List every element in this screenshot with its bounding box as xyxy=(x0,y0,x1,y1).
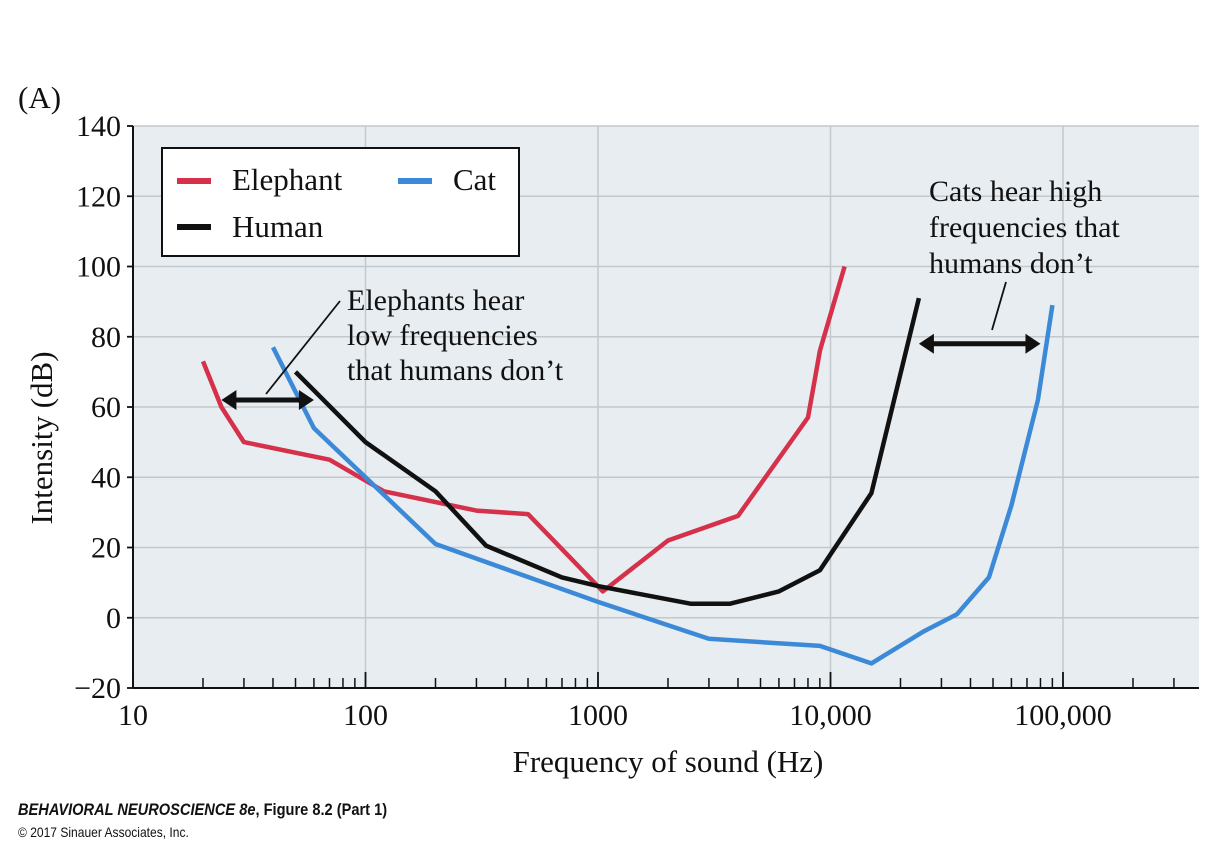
figure-caption: BEHAVIORAL NEUROSCIENCE 8e, Figure 8.2 (… xyxy=(18,800,387,820)
y-tick-label: 40 xyxy=(91,461,121,494)
series-group xyxy=(200,265,1055,666)
annotation-elephants-line-3: that humans don’t xyxy=(347,354,564,387)
y-tick-label: 100 xyxy=(76,251,121,284)
annotation-elephants-leader xyxy=(265,300,341,395)
y-tick-label: 140 xyxy=(76,110,121,143)
legend-label-cat: Cat xyxy=(453,162,496,197)
y-tick-label: 120 xyxy=(76,180,121,213)
annotation-cats-line-2: frequencies that xyxy=(929,211,1120,244)
x-tick-label: 10 xyxy=(118,699,148,732)
caption-figure: , Figure 8.2 (Part 1) xyxy=(255,800,388,819)
y-axis-label: Intensity (dB) xyxy=(24,351,59,524)
arrow-head-left xyxy=(918,333,934,354)
x-tick-label: 10,000 xyxy=(789,699,872,732)
legend-label-human: Human xyxy=(232,209,324,244)
legend-box xyxy=(161,147,520,257)
series-line-cat xyxy=(270,304,1055,666)
annotation-elephants: Elephants hear low frequencies that huma… xyxy=(221,284,564,410)
y-tick-label: −20 xyxy=(74,672,121,705)
y-tick-label: 60 xyxy=(91,391,121,424)
annotation-cats-arrow xyxy=(918,333,1041,354)
legend-label-elephant: Elephant xyxy=(232,162,343,197)
arrow-head-left xyxy=(221,389,237,410)
annotation-cats-line-1: Cats hear high xyxy=(929,175,1102,208)
panel-label: (A) xyxy=(18,80,61,115)
annotation-elephants-line-2: low frequencies xyxy=(347,319,538,352)
annotation-elephants-line-1: Elephants hear xyxy=(347,284,524,317)
x-tick-label: 100,000 xyxy=(1014,699,1112,732)
y-tick-label: 0 xyxy=(106,602,121,635)
x-axis-label: Frequency of sound (Hz) xyxy=(513,744,824,779)
y-tick-label: 80 xyxy=(91,321,121,354)
annotation-cats: Cats hear high frequencies that humans d… xyxy=(918,175,1120,354)
ticks xyxy=(127,125,1175,689)
arrow-head-right xyxy=(298,389,314,410)
legend: Elephant Cat Human xyxy=(161,147,520,257)
copyright: © 2017 Sinauer Associates, Inc. xyxy=(18,824,189,840)
series-line-elephant xyxy=(200,265,847,594)
annotation-cats-line-3: humans don’t xyxy=(929,247,1093,280)
caption-book-title: BEHAVIORAL NEUROSCIENCE 8e xyxy=(18,800,256,819)
arrow-head-right xyxy=(1025,333,1041,354)
series-line-human xyxy=(293,297,922,606)
y-tick-label: 20 xyxy=(91,532,121,565)
x-tick-label: 1000 xyxy=(568,699,628,732)
x-tick-label: 100 xyxy=(343,699,388,732)
annotation-cats-leader xyxy=(991,281,1007,331)
annotation-elephants-arrow xyxy=(221,389,314,410)
